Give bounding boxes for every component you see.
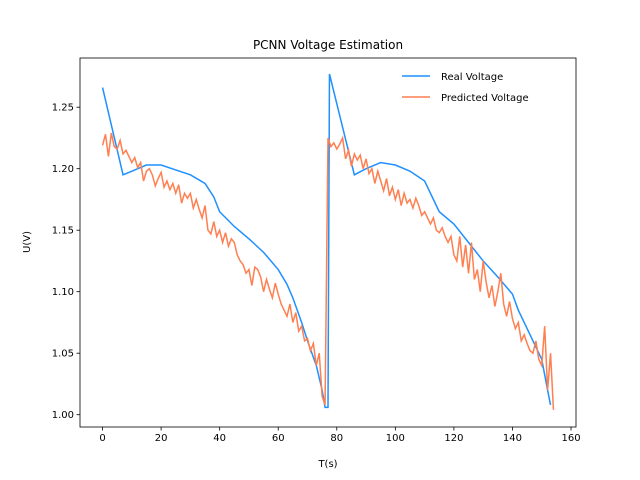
x-tick-label: 20 — [155, 433, 168, 444]
y-tick-label: 1.00 — [52, 410, 74, 421]
x-tick-label: 140 — [503, 433, 522, 444]
x-tick-label: 160 — [561, 433, 580, 444]
legend-label: Predicted Voltage — [441, 93, 529, 104]
y-tick-label: 1.20 — [52, 164, 74, 175]
y-tick-label: 1.10 — [52, 287, 74, 298]
y-axis-label: U(V) — [22, 231, 33, 253]
plot-frame — [79, 57, 577, 428]
x-axis-label: T(s) — [317, 459, 337, 470]
x-tick-label: 120 — [444, 433, 463, 444]
y-tick-label: 1.15 — [52, 226, 74, 237]
series-line — [101, 132, 555, 410]
y-tick-label: 1.05 — [52, 349, 74, 360]
x-tick-label: 0 — [99, 433, 105, 444]
x-tick-label: 60 — [272, 433, 285, 444]
x-tick-label: 80 — [330, 433, 343, 444]
legend-label: Real Voltage — [441, 72, 503, 83]
y-tick-label: 1.25 — [52, 103, 74, 114]
chart-title: PCNN Voltage Estimation — [253, 38, 403, 52]
x-tick-label: 40 — [213, 433, 226, 444]
series-line — [101, 73, 552, 409]
x-tick-label: 100 — [386, 433, 405, 444]
